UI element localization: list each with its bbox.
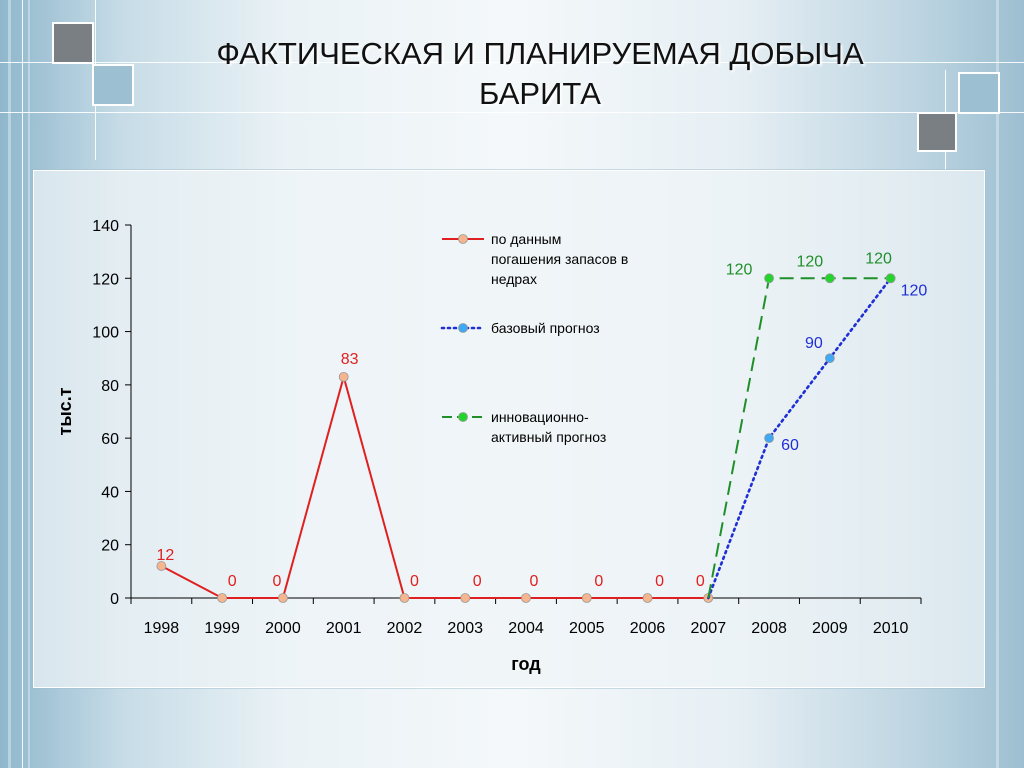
series-1-point <box>156 561 167 571</box>
series-1-point <box>521 593 531 603</box>
slide-title: ФАКТИЧЕСКАЯ И ПЛАНИРУЕМАЯ ДОБЫЧА БАРИТА <box>180 34 900 114</box>
series-1-data-label: 0 <box>410 573 419 590</box>
series-line-3 <box>707 277 891 599</box>
y-tick-label: 80 <box>101 378 119 395</box>
series-1-data-label: 0 <box>594 573 603 590</box>
legend-marker-3 <box>458 412 468 422</box>
decor-square <box>917 112 957 152</box>
series-1-point <box>278 593 288 603</box>
decor-line <box>0 112 1024 113</box>
chart-panel: 0 20 40 60 80 100 120 140 1998 1999 2000 2001 2002 20… <box>33 170 985 688</box>
series-1-point <box>399 593 410 603</box>
x-axis-title: год <box>511 654 541 674</box>
x-tick-label: 1999 <box>204 620 240 637</box>
decor-line <box>0 62 1024 63</box>
series-1-point <box>338 371 349 382</box>
series-line-2 <box>707 276 892 600</box>
x-tick-label: 2002 <box>387 620 423 637</box>
series-2-data-label: 90 <box>805 335 823 352</box>
y-tick-label: 60 <box>101 431 119 448</box>
series-line-1 <box>160 373 709 599</box>
y-tick-label: 40 <box>101 484 119 501</box>
x-tick-label: 2001 <box>326 620 362 637</box>
x-tick-label: 2005 <box>569 620 605 637</box>
background-streak <box>28 0 30 768</box>
series-1-data-label: 0 <box>696 573 705 590</box>
x-tick-label: 2008 <box>751 620 787 637</box>
series-1-point <box>642 593 653 603</box>
series-1-data-label: 12 <box>156 547 174 564</box>
x-tick-label: 2009 <box>812 620 848 637</box>
x-tick-label: 1998 <box>144 620 180 637</box>
x-tick-label: 2004 <box>508 620 544 637</box>
y-tick-label: 120 <box>92 271 119 288</box>
legend-label-3: инновационно- <box>491 409 589 425</box>
legend-marker-1 <box>458 234 468 244</box>
series-2-data-label: 120 <box>901 282 928 299</box>
x-tick-label: 2010 <box>873 620 909 637</box>
series-2-point <box>764 433 774 444</box>
series-1-data-label: 0 <box>655 573 664 590</box>
series-3-data-label: 120 <box>796 253 823 270</box>
series-1-data-label: 0 <box>228 573 237 590</box>
series-1-data-label: 83 <box>341 351 359 368</box>
x-tick-label: 2006 <box>630 620 666 637</box>
series-3-point <box>885 273 896 284</box>
series-3-point <box>824 273 835 284</box>
series-3-data-label: 120 <box>726 261 753 278</box>
chart-legend: по данным погашения запасов в недрах базовы… <box>440 231 628 445</box>
series-3-data-label: 120 <box>865 250 892 267</box>
y-tick-label: 100 <box>92 325 119 342</box>
y-tick-label: 140 <box>92 218 119 235</box>
decor-square <box>52 22 94 64</box>
series-1-data-label: 0 <box>272 573 281 590</box>
series-1-point <box>460 593 471 603</box>
legend-label-1: недрах <box>491 271 537 287</box>
decor-square <box>958 72 1000 114</box>
series-2-point <box>824 353 835 364</box>
legend-marker-2 <box>458 323 468 333</box>
series-1-point <box>217 593 228 603</box>
y-axis-title: тыс.т <box>55 387 75 435</box>
x-tick-label: 2003 <box>447 620 483 637</box>
legend-label-1: по данным <box>491 231 561 247</box>
legend-label-1: погашения запасов в <box>491 251 628 267</box>
legend-label-2: базовый прогноз <box>491 320 600 336</box>
y-tick-label: 0 <box>110 591 119 608</box>
series-1-data-label: 0 <box>530 573 539 590</box>
x-tick-label: 2007 <box>691 620 727 637</box>
legend-label-3: активный прогноз <box>491 429 606 445</box>
decor-square <box>92 64 134 106</box>
chart-series-layer <box>156 273 896 603</box>
x-tick-label: 2000 <box>265 620 301 637</box>
slide-title-line-1: ФАКТИЧЕСКАЯ И ПЛАНИРУЕМАЯ ДОБЫЧА <box>216 36 864 71</box>
background-streak <box>8 0 11 768</box>
decor-line <box>22 0 23 768</box>
background-streak <box>996 0 999 768</box>
series-1-data-label: 0 <box>473 573 482 590</box>
slide-title-line-2: БАРИТА <box>479 76 601 111</box>
series-3-point <box>764 273 774 284</box>
series-2-data-label: 60 <box>781 437 799 454</box>
series-1-point <box>581 593 592 603</box>
y-tick-label: 20 <box>101 538 119 555</box>
